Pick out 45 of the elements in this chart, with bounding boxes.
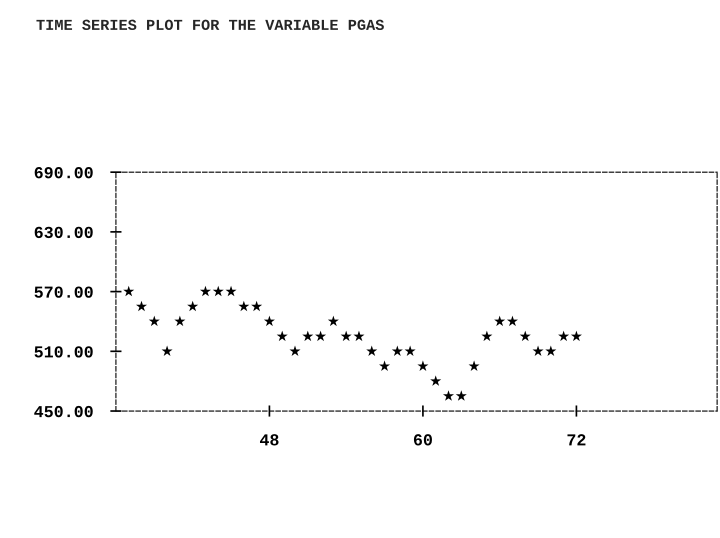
point xyxy=(430,375,442,386)
x-tick-label: 48 xyxy=(260,434,279,446)
point xyxy=(545,346,556,356)
point xyxy=(187,300,198,312)
y-tick-label: 450.00 xyxy=(34,406,93,418)
point xyxy=(226,286,237,296)
point xyxy=(200,286,211,296)
point xyxy=(379,360,390,371)
point xyxy=(148,316,160,326)
point xyxy=(328,316,339,326)
point xyxy=(238,300,250,312)
point xyxy=(353,330,364,342)
point xyxy=(162,346,173,356)
point xyxy=(404,346,416,356)
point xyxy=(468,360,480,371)
y-tick-label: 690.00 xyxy=(34,167,93,178)
point xyxy=(494,316,506,326)
point xyxy=(123,286,134,296)
y-tick-label: 630.00 xyxy=(34,226,93,238)
point xyxy=(442,390,454,401)
point xyxy=(264,316,275,326)
chart-title: TIME SERIES PLOT FOR THE VARIABLE PGAS xyxy=(36,20,384,30)
point xyxy=(340,330,352,342)
point xyxy=(417,360,428,371)
point xyxy=(289,346,301,356)
point xyxy=(302,330,314,342)
point xyxy=(532,346,544,356)
point xyxy=(506,316,518,326)
point xyxy=(456,390,467,401)
point xyxy=(558,330,570,342)
x-tick-label: 72 xyxy=(567,434,586,446)
x-tick-label: 60 xyxy=(414,434,432,446)
point xyxy=(315,330,326,342)
point xyxy=(481,330,492,342)
point xyxy=(174,316,186,326)
y-tick-label: 570.00 xyxy=(34,286,93,298)
y-tick-label: 510.00 xyxy=(34,346,93,358)
point xyxy=(276,330,288,342)
point xyxy=(212,286,224,296)
point xyxy=(251,300,262,312)
point xyxy=(570,330,582,342)
point xyxy=(392,346,403,356)
point xyxy=(520,330,531,342)
point xyxy=(366,346,378,356)
point xyxy=(136,300,148,312)
